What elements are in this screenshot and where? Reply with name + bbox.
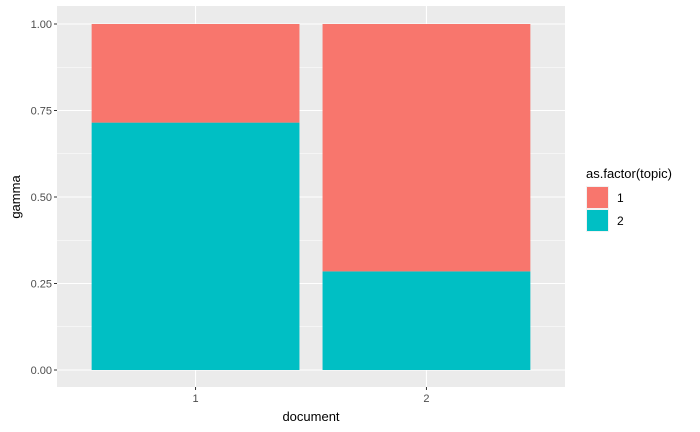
x-axis-title: document [282,409,339,424]
legend-label: 1 [617,191,624,205]
bar-segment [91,24,300,123]
y-axis: 0.00 0.25 0.50 0.75 1.00 [31,19,57,377]
x-tick-label: 2 [423,393,429,405]
bar-segment [91,122,300,370]
legend-label: 2 [617,214,624,228]
x-tick-label: 1 [192,393,198,405]
y-tick-label: 1.00 [31,19,52,31]
y-tick-label: 0.25 [31,279,52,291]
y-tick-label: 0.75 [31,106,52,118]
bar-segment [322,271,531,370]
y-axis-title: gamma [8,175,23,219]
legend-title: as.factor(topic) [586,166,672,181]
y-tick-label: 0.50 [31,192,52,204]
legend: as.factor(topic) 1 2 [586,166,672,232]
legend-swatch [587,187,608,208]
bar-segment [322,24,531,272]
bars [91,24,531,370]
legend-swatch [587,210,608,231]
y-tick-label: 0.00 [31,365,52,377]
